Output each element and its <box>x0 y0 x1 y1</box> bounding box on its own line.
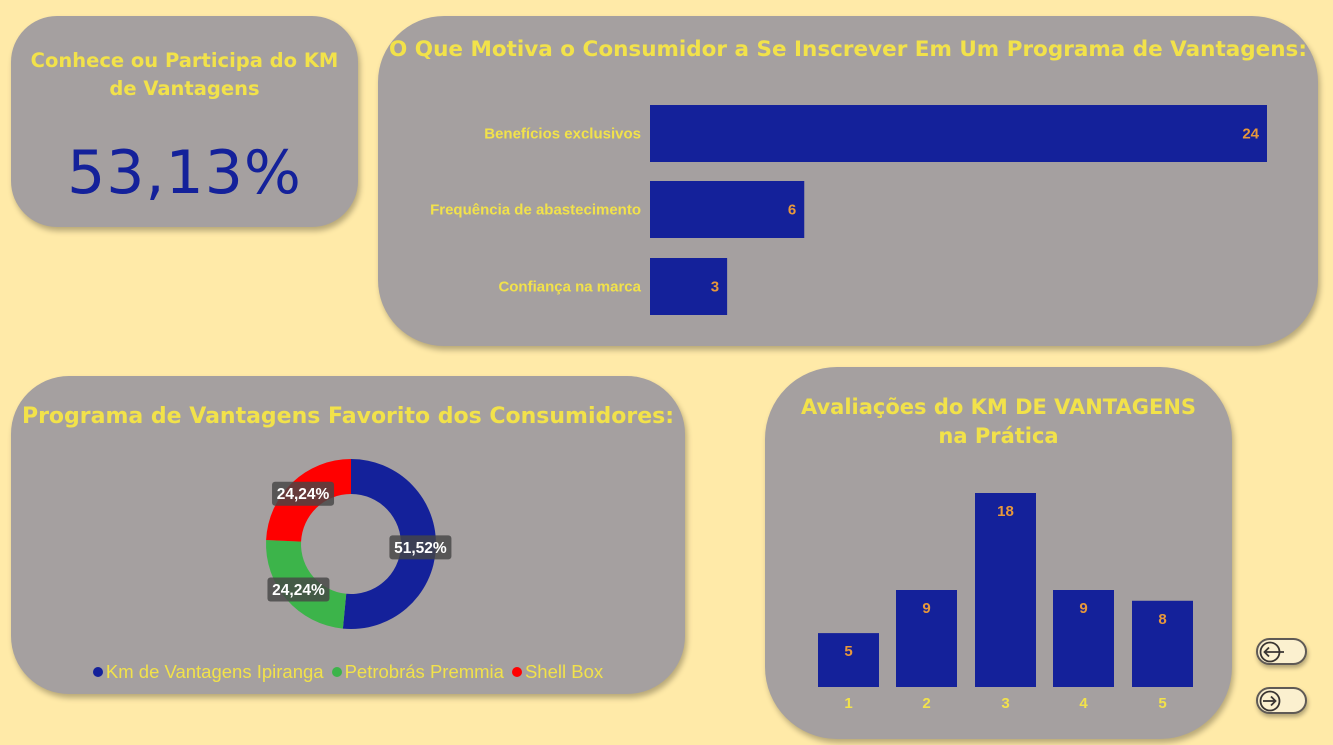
ratings-x-tick: 5 <box>1158 695 1166 712</box>
ratings-card: Avaliações do KM DE VANTAGENS na Prática… <box>765 367 1232 739</box>
legend-dot-ipiranga <box>92 667 103 677</box>
donut-data-label: 51,52% <box>394 540 447 557</box>
favorite-donut-chart: 51,52% 24,24% 24,24% <box>266 459 452 629</box>
donut-data-label: 24,24% <box>272 582 325 599</box>
donut-label-box <box>267 577 330 602</box>
favorite-program-card: Programa de Vantagens Favorito dos Consu… <box>11 376 685 694</box>
motivation-category-label: Frequência de abastecimento <box>430 202 641 219</box>
arrow-left-icon <box>1259 641 1284 662</box>
ratings-x-tick: 2 <box>922 695 930 712</box>
motivation-bar <box>650 105 1267 162</box>
legend-label-shell: Shell Box <box>524 661 604 682</box>
donut-slice <box>342 459 436 629</box>
motivation-category-label: Benefícios exclusivos <box>484 126 641 143</box>
motivation-data-label: 3 <box>711 279 719 296</box>
legend-dot-petrobras <box>331 667 342 677</box>
kpi-title: Conhece ou Participa do KM de Vantagens <box>30 49 339 100</box>
motivation-bar-chart: Benefícios exclusivos 24 Frequência de aba… <box>430 105 1267 315</box>
donut-label-box <box>272 481 335 506</box>
legend-dot-shell <box>511 667 522 677</box>
legend-item-petrobras[interactable]: Petrobrás Premmia <box>331 661 504 683</box>
kpi-value: 53,13% <box>67 138 302 208</box>
next-button[interactable] <box>1256 687 1307 714</box>
arrow-right-icon <box>1259 690 1281 711</box>
donut-data-label: 24,24% <box>277 486 330 503</box>
motivation-bar <box>650 258 728 315</box>
motivation-title: O Que Motiva o Consumidor a Se Inscrever… <box>389 37 1307 62</box>
ratings-data-label: 9 <box>1079 600 1087 617</box>
motivation-bar <box>650 181 805 238</box>
back-button[interactable] <box>1256 638 1307 665</box>
donut-label-box <box>389 535 452 560</box>
ratings-x-tick: 1 <box>844 695 852 712</box>
ratings-bar <box>1132 600 1193 687</box>
ratings-x-tick: 4 <box>1079 695 1088 712</box>
ratings-title: Avaliações do KM DE VANTAGENS na Prática <box>800 395 1197 448</box>
legend-label-petrobras: Petrobrás Premmia <box>344 661 504 682</box>
kpi-card: Conhece ou Participa do KM de Vantagens … <box>11 16 358 227</box>
favorite-title: Programa de Vantagens Favorito dos Consu… <box>21 404 675 429</box>
ratings-bar <box>818 633 879 687</box>
ratings-column-chart: 5 1 9 2 18 3 9 4 8 5 <box>818 493 1193 712</box>
donut-legend: Km de Vantagens Ipiranga Petrobrás Premm… <box>11 661 685 683</box>
motivation-card: O Que Motiva o Consumidor a Se Inscrever… <box>378 16 1318 346</box>
ratings-bar <box>1053 590 1114 687</box>
legend-item-shell[interactable]: Shell Box <box>511 661 604 683</box>
ratings-data-label: 8 <box>1158 611 1166 628</box>
ratings-bar <box>975 493 1036 687</box>
ratings-data-label: 9 <box>922 600 930 617</box>
motivation-data-label: 24 <box>1242 126 1259 143</box>
ratings-data-label: 5 <box>844 643 852 660</box>
motivation-category-label: Confiança na marca <box>498 279 641 296</box>
ratings-bar <box>896 590 957 687</box>
motivation-data-label: 6 <box>788 202 796 219</box>
ratings-x-tick: 3 <box>1001 695 1009 712</box>
legend-label-ipiranga: Km de Vantagens Ipiranga <box>105 661 324 682</box>
legend-item-ipiranga[interactable]: Km de Vantagens Ipiranga <box>92 661 324 683</box>
ratings-data-label: 18 <box>997 503 1014 520</box>
